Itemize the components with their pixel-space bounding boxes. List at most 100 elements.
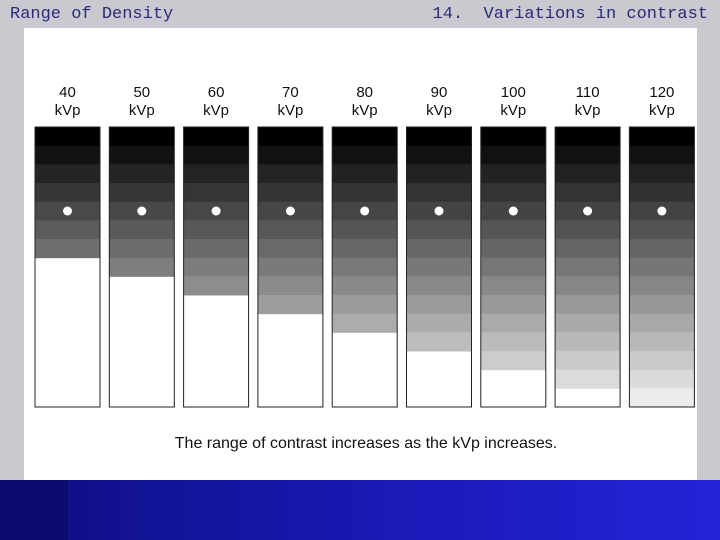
wedge-step (629, 164, 695, 184)
slide-title: Range of Density (10, 5, 174, 24)
wedge-value: 80 (356, 84, 373, 101)
wedge-step (406, 145, 472, 165)
wedge-step (332, 313, 398, 333)
wedge-step (406, 295, 472, 315)
wedge-step (629, 313, 695, 333)
wedge-step (480, 164, 546, 184)
wedge-step (406, 313, 472, 333)
wedge-step (183, 183, 249, 203)
wedge-step (480, 276, 546, 296)
wedge-step (332, 164, 398, 184)
wedge-step (480, 220, 546, 240)
wedge-step (555, 127, 621, 147)
wedge-step (257, 239, 323, 259)
wedge-step (480, 332, 546, 352)
reference-dot (508, 206, 518, 216)
wedge-step (109, 145, 175, 165)
wedge-step (109, 183, 175, 203)
wedge-step (555, 239, 621, 259)
wedge-step (406, 220, 472, 240)
wedge-value: 40 (59, 84, 76, 101)
wedge-step (406, 332, 472, 352)
wedge-step (35, 183, 100, 203)
wedge-step (480, 239, 546, 259)
wedge-step (332, 239, 398, 259)
wedge-border (554, 126, 621, 408)
wedge-step (555, 145, 621, 165)
wedge-border (406, 126, 472, 408)
wedge-step (109, 127, 175, 147)
wedge-step (629, 239, 695, 259)
wedge-step (629, 332, 695, 352)
wedge-step (257, 127, 323, 147)
wedge-step (109, 164, 175, 184)
wedge-step (183, 257, 249, 277)
wedge-step (406, 183, 472, 203)
wedge-step (555, 183, 621, 203)
wedge-step (332, 183, 398, 203)
wedge-step (332, 295, 398, 315)
wedge-step (480, 127, 546, 147)
wedge-unit: kVp (575, 102, 601, 119)
wedge-step (35, 145, 100, 165)
wedge-step (257, 183, 323, 203)
wedge-step (480, 351, 546, 371)
wedge-step (257, 295, 323, 315)
wedge-step (183, 145, 249, 165)
wedge-step (257, 145, 323, 165)
wedge-unit: kVp (277, 102, 303, 119)
wedge-step (406, 127, 472, 147)
wedge-step (480, 257, 546, 277)
wedge-step (629, 369, 695, 389)
wedge-step (629, 220, 695, 240)
wedge-step (629, 127, 695, 147)
wedge-step (332, 257, 398, 277)
wedge-step (555, 313, 621, 333)
wedge-step (555, 276, 621, 296)
reference-dot (360, 206, 370, 216)
wedge-step (183, 127, 249, 147)
footer-band (0, 480, 720, 540)
wedge-step (555, 257, 621, 277)
wedge-step (629, 388, 695, 408)
wedge-step (555, 220, 621, 240)
wedge-step (629, 276, 695, 296)
wedge-unit: kVp (649, 102, 675, 119)
wedge-unit: kVp (426, 102, 452, 119)
wedge-unit: kVp (55, 102, 81, 119)
wedge-step (555, 351, 621, 371)
wedge-step (35, 127, 100, 147)
reference-dot (583, 206, 593, 216)
wedge-step (183, 239, 249, 259)
wedge-step (480, 183, 546, 203)
wedge-value: 100 (501, 84, 526, 101)
slide-number: 14. Variations in contrast (432, 5, 708, 24)
wedge-step (555, 295, 621, 315)
wedge-step (183, 220, 249, 240)
wedge-border (108, 126, 175, 408)
wedge-step (35, 220, 100, 240)
wedge-step (332, 127, 398, 147)
wedge-step (406, 257, 472, 277)
wedge-step (183, 164, 249, 184)
wedge-value: 60 (208, 84, 225, 101)
reference-dot (657, 206, 667, 216)
wedge-step (629, 145, 695, 165)
wedge-unit: kVp (203, 102, 229, 119)
wedge-border (628, 126, 695, 408)
wedge-step (406, 239, 472, 259)
wedge-step (480, 313, 546, 333)
wedge-step (332, 220, 398, 240)
wedge-step (629, 257, 695, 277)
wedge-border (331, 126, 398, 408)
caption: The range of contrast increases as the k… (175, 435, 557, 452)
wedge-border (183, 126, 250, 408)
wedge-value: 110 (576, 84, 600, 101)
reference-dot (285, 206, 295, 216)
wedge-step (480, 295, 546, 315)
wedge-unit: kVp (129, 102, 155, 119)
wedge-step (555, 164, 621, 184)
wedge-border (257, 126, 324, 408)
wedge-step (35, 164, 100, 184)
